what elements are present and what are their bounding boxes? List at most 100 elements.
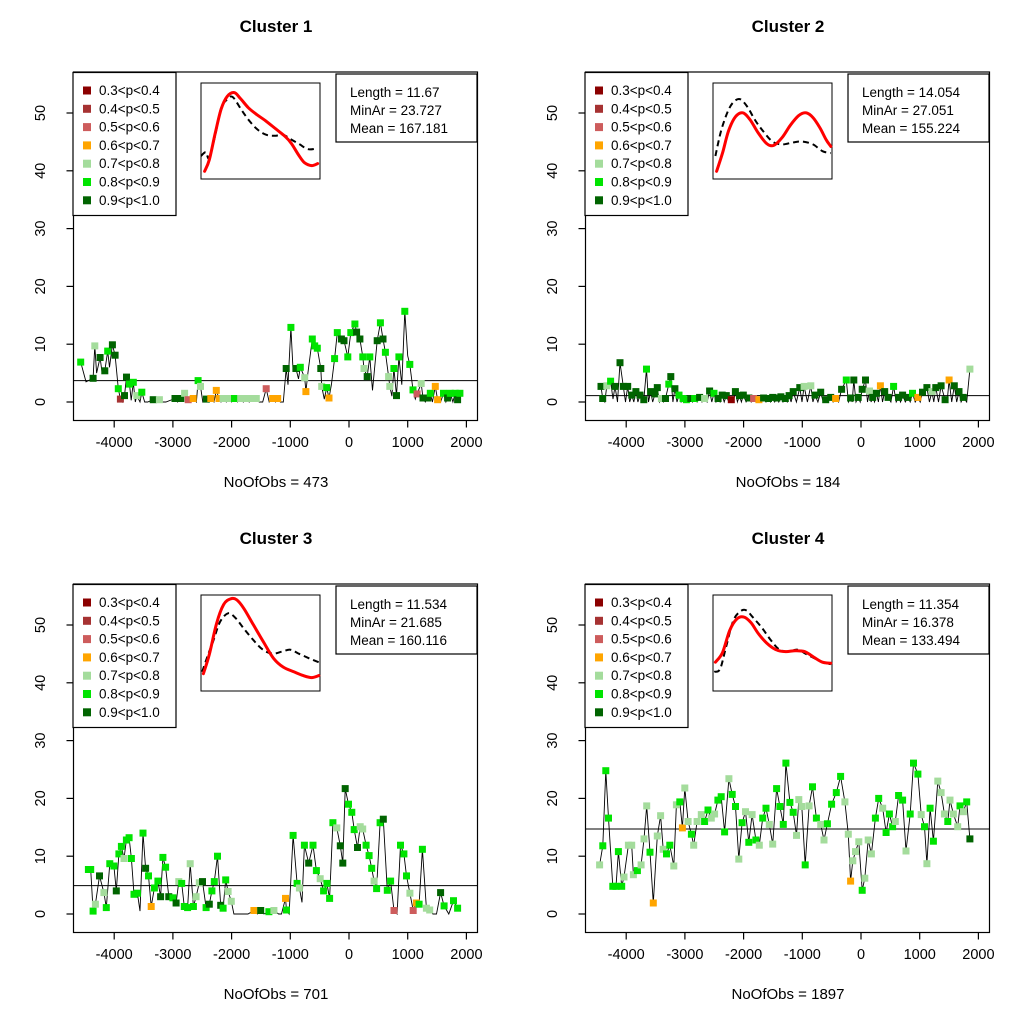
- legend-swatch: [595, 616, 603, 625]
- data-point: [662, 395, 669, 402]
- y-tick-label: 30: [33, 733, 49, 749]
- data-point: [115, 850, 123, 858]
- data-point: [300, 841, 308, 849]
- data-point: [701, 818, 709, 825]
- x-tick-label: 1000: [392, 947, 424, 963]
- data-point: [417, 380, 425, 387]
- data-point: [921, 823, 928, 831]
- panel-title: Cluster 2: [752, 17, 825, 36]
- x-tick-label: -2000: [725, 435, 762, 451]
- data-point: [785, 392, 793, 400]
- data-point: [296, 363, 304, 371]
- data-point: [437, 889, 445, 897]
- data-point: [910, 759, 917, 767]
- data-point: [725, 775, 733, 783]
- data-point: [454, 904, 462, 912]
- data-point: [341, 785, 349, 793]
- legend-label: 0.9<p<1.0: [99, 193, 160, 208]
- data-point: [383, 886, 391, 894]
- data-point: [444, 394, 452, 402]
- y-tick-label: 20: [545, 790, 561, 806]
- data-point: [827, 393, 835, 401]
- x-tick-label: -3000: [666, 435, 703, 451]
- data-point: [837, 772, 845, 780]
- data-point: [440, 902, 448, 910]
- data-point: [681, 784, 689, 792]
- data-point: [666, 841, 674, 849]
- data-point: [798, 803, 806, 810]
- y-tick-label: 10: [33, 336, 49, 352]
- data-point: [619, 382, 627, 390]
- data-point: [885, 810, 893, 818]
- y-tick-label: 40: [33, 675, 49, 691]
- x-tick-label: -4000: [608, 947, 645, 963]
- legend-swatch: [83, 635, 91, 644]
- data-point: [116, 395, 124, 403]
- data-point: [406, 360, 414, 368]
- x-tick-label: -4000: [96, 947, 133, 963]
- x-tick-label: 0: [345, 435, 353, 451]
- data-point: [197, 382, 204, 390]
- data-point: [769, 393, 777, 401]
- data-point: [640, 396, 648, 404]
- data-point: [850, 376, 858, 384]
- data-point: [406, 889, 414, 897]
- data-point: [121, 392, 128, 400]
- stat-minar: MinAr = 21.685: [350, 615, 442, 630]
- data-point: [682, 396, 690, 404]
- data-point: [659, 845, 667, 853]
- data-point: [147, 903, 155, 910]
- data-point: [250, 907, 258, 914]
- x-tick-label: -2000: [213, 435, 250, 451]
- data-point: [765, 395, 772, 402]
- data-point: [120, 855, 128, 862]
- data-point: [752, 836, 760, 844]
- data-point: [189, 903, 197, 910]
- data-point: [776, 803, 784, 810]
- x-tick-label: -1000: [784, 435, 821, 451]
- legend-label: 0.7<p<0.8: [99, 668, 160, 683]
- data-point: [941, 396, 949, 404]
- data-point: [786, 798, 794, 806]
- data-point: [386, 382, 394, 390]
- legend-label: 0.8<p<0.9: [611, 687, 672, 702]
- data-point: [811, 391, 819, 399]
- legend-swatch: [83, 708, 91, 717]
- y-tick-label: 50: [545, 105, 561, 121]
- data-point: [177, 395, 185, 402]
- data-point: [762, 804, 770, 812]
- data-point: [379, 815, 387, 823]
- stat-mean: Mean = 155.224: [862, 121, 960, 136]
- data-point: [309, 841, 317, 849]
- data-point: [902, 847, 910, 855]
- x-tick-label: 2000: [962, 947, 994, 963]
- legend: 0.3<p<0.4 0.4<p<0.5 0.5<p<0.6 0.6<p<0.7 0.7<…: [72, 71, 177, 217]
- data-point: [944, 818, 952, 825]
- data-point: [643, 802, 651, 810]
- data-point: [646, 848, 654, 856]
- data-point: [270, 907, 278, 914]
- data-point: [325, 394, 333, 402]
- data-point: [678, 824, 686, 832]
- data-point: [949, 810, 957, 818]
- legend-swatch: [83, 141, 91, 150]
- inset-solid-curve: [203, 91, 320, 173]
- panel-title: Cluster 4: [752, 529, 825, 548]
- data-point: [854, 393, 862, 401]
- data-point: [871, 814, 879, 822]
- data-point: [602, 767, 610, 775]
- data-point: [963, 798, 971, 806]
- series-line: [599, 762, 971, 904]
- data-point: [696, 393, 704, 401]
- data-point: [928, 388, 936, 396]
- x-tick-label: -3000: [666, 947, 703, 963]
- plot-border: [72, 583, 479, 934]
- data-point: [373, 885, 381, 893]
- data-point: [353, 328, 361, 336]
- data-point: [955, 388, 963, 396]
- y-tick-label: 0: [545, 910, 561, 918]
- data-point: [904, 393, 912, 401]
- data-point: [308, 335, 316, 343]
- y-tick-label: 30: [33, 221, 49, 237]
- data-point: [891, 818, 899, 825]
